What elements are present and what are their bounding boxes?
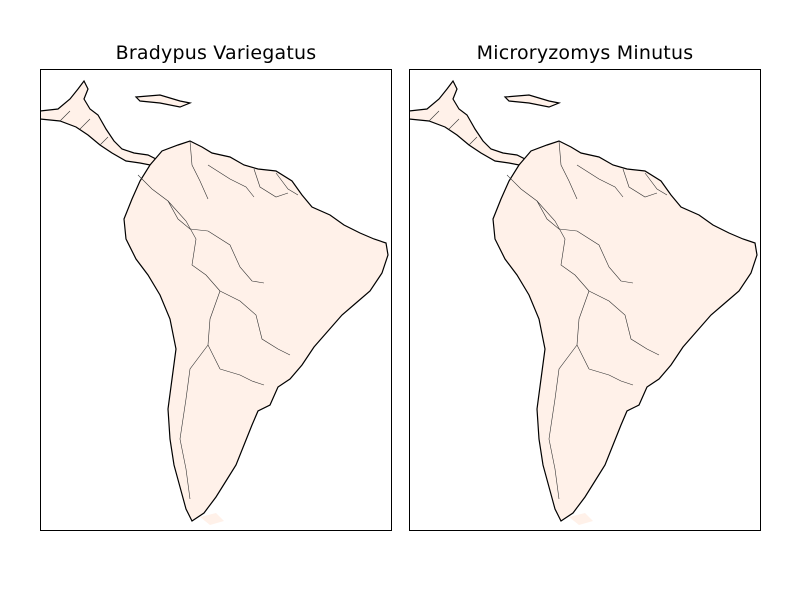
- panel-title-microryzomys: Microryzomys Minutus: [476, 42, 694, 64]
- coastline: [40, 80, 389, 522]
- map-microryzomys-minutus: [409, 69, 761, 531]
- coastline: [409, 80, 758, 522]
- panel-title-bradypus: Bradypus Variegatus: [115, 42, 317, 64]
- map-bradypus-variegatus: [40, 69, 392, 531]
